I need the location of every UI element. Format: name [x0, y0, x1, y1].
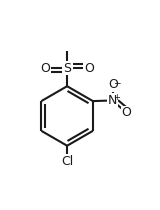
Text: O: O: [40, 62, 50, 75]
Text: O: O: [84, 62, 94, 75]
Text: −: −: [113, 78, 121, 87]
Text: Cl: Cl: [61, 155, 73, 168]
Text: S: S: [63, 62, 71, 75]
Text: O: O: [121, 106, 131, 119]
Text: +: +: [113, 93, 120, 102]
Text: O: O: [108, 79, 118, 92]
Text: N: N: [108, 94, 117, 107]
